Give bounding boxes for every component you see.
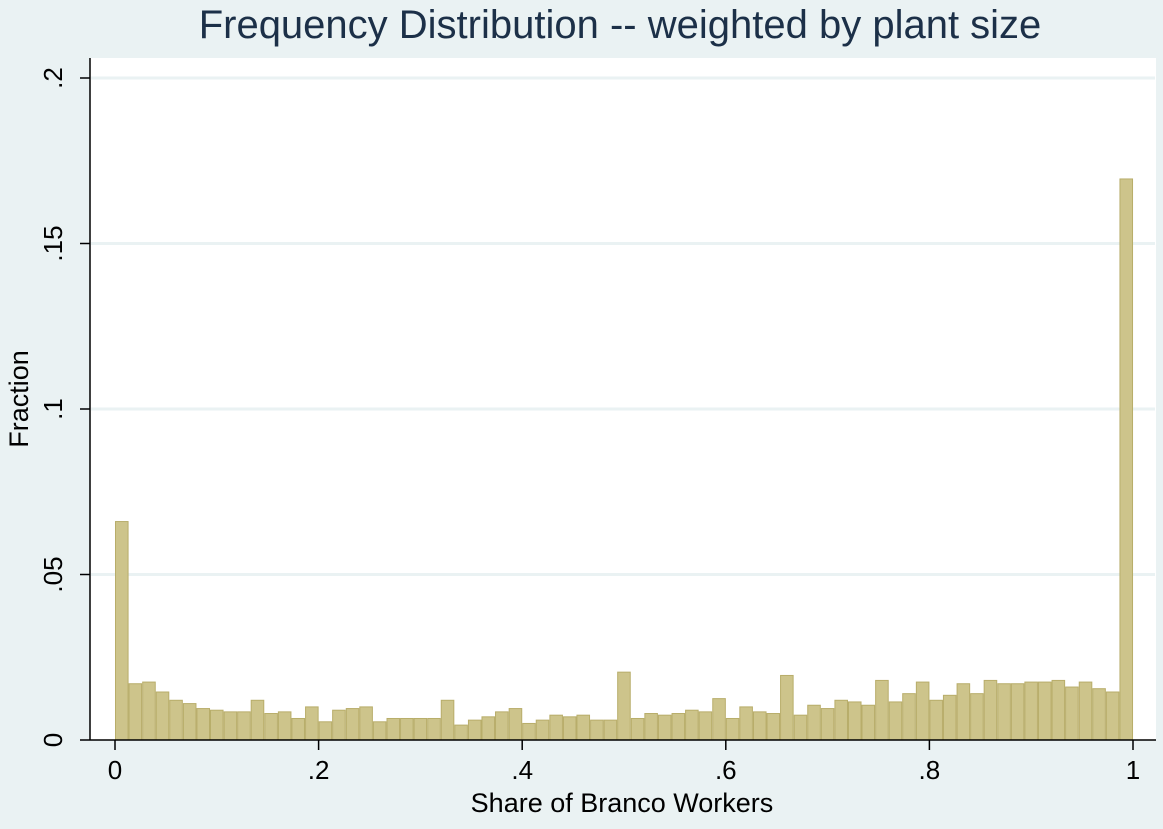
histogram-bar [1010,683,1025,741]
histogram-bar [630,717,645,741]
histogram-bar [576,714,591,741]
x-tick-label: .2 [308,755,330,785]
histogram-bar [345,708,360,741]
histogram-bar [902,693,916,741]
histogram-bar [372,721,387,741]
histogram-bar [644,713,658,741]
histogram-bar [970,693,984,741]
histogram-bar [1038,681,1052,741]
histogram-bar [413,717,428,741]
histogram-bar [128,683,143,741]
histogram-bar [115,521,129,741]
x-tick-label: .8 [919,755,941,785]
histogram-bar [169,699,183,741]
y-axis-label: Fraction [4,350,34,448]
histogram-bar [685,709,699,741]
histogram-bar [549,714,563,741]
histogram-bar [1065,686,1079,741]
histogram-bar [318,721,333,741]
y-tick-label: .1 [38,398,68,420]
histogram-bar [495,711,509,741]
histogram-bar [888,701,903,741]
histogram-bar [196,708,211,741]
histogram-bar [712,698,726,741]
histogram-bar [942,694,957,741]
x-tick-label: .6 [715,755,737,785]
histogram-bar [698,711,713,741]
histogram-bar [1051,679,1066,741]
histogram-bar [766,713,781,741]
histogram-bar [834,699,848,741]
histogram-bar [820,708,835,741]
histogram-bar [657,714,672,741]
histogram-bar [209,709,224,741]
histogram-bar [1105,691,1120,741]
histogram-bar [780,674,794,741]
histogram-bar [427,717,441,741]
histogram-bar [237,711,251,741]
histogram-bar [956,683,971,741]
histogram-bar [1119,178,1134,741]
y-tick-label: .15 [38,225,68,261]
histogram-bar [359,706,373,741]
histogram-bar [915,681,930,741]
histogram-bar [440,699,455,741]
histogram-bar [386,717,401,741]
y-tick-label: 0 [38,733,68,747]
histogram-bar [861,704,876,741]
histogram-bar [142,681,156,741]
histogram-bar [617,671,631,741]
histogram-bar [182,703,197,741]
histogram-bar [250,699,265,741]
x-tick-label: 1 [1126,755,1140,785]
chart-title: Frequency Distribution -- weighted by pl… [199,3,1042,47]
y-ticks: 0 .05 .1 .15 .2 [38,67,90,747]
x-axis-label: Share of Branco Workers [471,788,774,818]
histogram-bar [752,711,767,741]
histogram-bar [725,717,740,741]
histogram-bar [454,724,468,741]
plot-area [90,58,1156,740]
histogram-bar [807,704,821,741]
histogram-bar [603,719,618,741]
histogram-bar [467,719,482,741]
histogram-bar [847,701,862,741]
histogram-bar [223,711,238,741]
histogram-bar [481,716,496,741]
histogram-bar [739,706,753,741]
histogram-bar [535,719,550,741]
x-ticks: 0 .2 .4 .6 .8 1 [108,740,1140,785]
histogram-bar [155,691,170,741]
histogram-bar [508,708,523,741]
histogram-bar [997,683,1011,741]
histogram-bar [929,699,943,741]
histogram-bar [1024,681,1038,741]
histogram-bar [277,711,292,741]
grid-lines [91,76,1155,576]
histogram-bar [671,713,686,741]
histogram-bar [590,719,604,741]
histogram-bar [264,713,278,741]
y-tick-label: .05 [38,556,68,592]
histogram-bar [793,714,808,741]
histogram-bar [983,679,998,741]
histogram-bar [291,717,305,741]
histogram-bar [332,709,346,741]
histogram-bar [562,716,577,741]
histogram-bar [1078,681,1093,741]
histogram-bar [522,722,536,741]
histogram-bar [875,679,889,741]
histogram-bar [305,706,319,741]
x-tick-label: 0 [108,755,122,785]
histogram-bar [400,717,414,741]
histogram-bar [1092,688,1106,741]
x-tick-label: .4 [511,755,533,785]
y-tick-label: .2 [38,67,68,89]
